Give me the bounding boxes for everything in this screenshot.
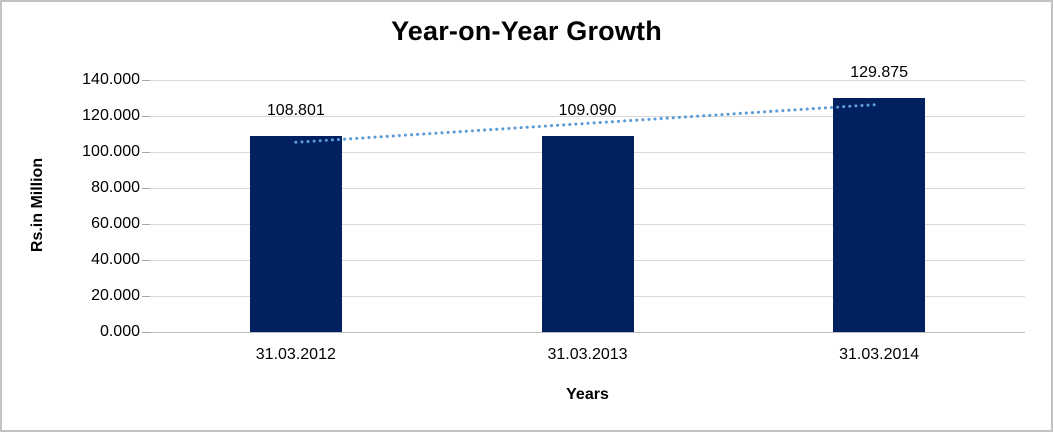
y-tick-label: 100.000	[82, 143, 140, 160]
y-tick-mark	[142, 332, 150, 333]
y-tick-mark	[142, 296, 150, 297]
y-tick-mark	[142, 152, 150, 153]
y-tick-label: 60.000	[91, 215, 140, 232]
x-tick-label: 31.03.2014	[839, 346, 920, 363]
y-tick-label: 80.000	[91, 179, 140, 196]
y-tick-mark	[142, 80, 150, 81]
y-axis-title: Rs.in Million	[29, 157, 46, 253]
chart-title: Year-on-Year Growth	[391, 16, 662, 46]
bar-31.03.2013	[541, 135, 634, 332]
x-tick-label: 31.03.2013	[547, 346, 628, 363]
bar-value-label: 129.875	[850, 64, 909, 82]
y-gridline	[150, 80, 1025, 81]
y-tick-mark	[142, 260, 150, 261]
y-tick-label: 0.000	[99, 323, 140, 340]
x-axis-line	[150, 332, 1025, 333]
y-tick-label: 20.000	[91, 287, 140, 304]
bar-31.03.2012	[249, 136, 342, 332]
bar-value-label: 109.090	[558, 101, 617, 119]
x-axis-title: Years	[566, 386, 609, 403]
y-tick-label: 40.000	[91, 251, 140, 268]
x-tick-label: 31.03.2012	[255, 346, 336, 363]
y-tick-mark	[142, 116, 150, 117]
y-tick-label: 140.000	[82, 71, 140, 88]
y-tick-mark	[142, 188, 150, 189]
y-tick-mark	[142, 224, 150, 225]
y-tick-label: 120.000	[82, 107, 140, 124]
bar-value-label: 108.801	[266, 102, 325, 120]
bar-31.03.2014	[833, 98, 926, 332]
